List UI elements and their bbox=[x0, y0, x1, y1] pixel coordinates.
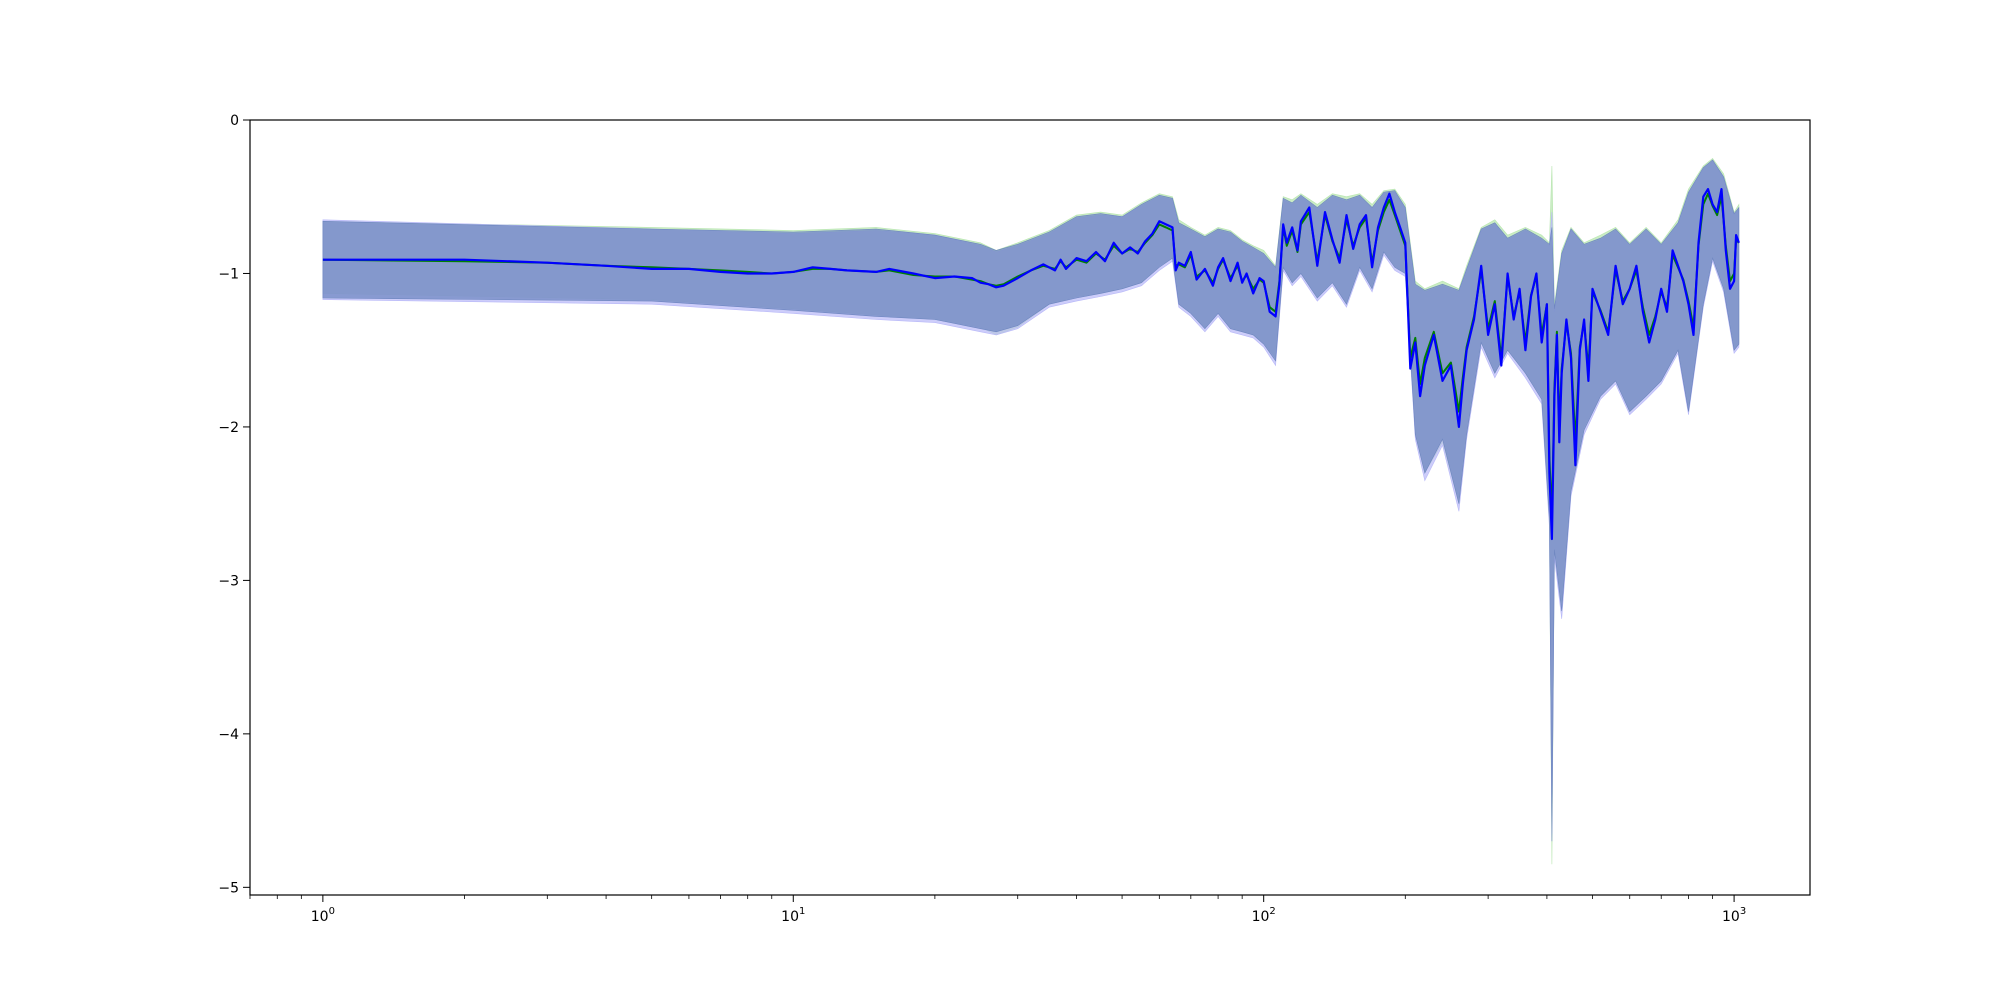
plot-frame bbox=[249, 119, 1811, 896]
x-tick-label: 103 bbox=[1722, 906, 1746, 925]
x-tick-label: 100 bbox=[311, 906, 335, 925]
x-tick-label: 101 bbox=[781, 906, 805, 925]
blue-series-line bbox=[322, 188, 1740, 541]
y-axis: 0 −1 −2 −3 −4 −5 bbox=[218, 113, 250, 896]
series-lines bbox=[322, 188, 1740, 541]
y-tick-label: −5 bbox=[218, 880, 239, 896]
y-tick-label: 0 bbox=[230, 113, 239, 129]
x-axis: 100 101 102 103 bbox=[249, 895, 1746, 925]
y-tick-label: −1 bbox=[218, 266, 239, 282]
confidence-bands bbox=[322, 157, 1740, 865]
y-tick-label: −2 bbox=[218, 420, 239, 436]
x-tick-label: 102 bbox=[1252, 906, 1276, 925]
y-tick-label: −3 bbox=[218, 573, 239, 589]
blue-confidence-band bbox=[322, 159, 1740, 842]
y-tick-label: −4 bbox=[218, 727, 239, 743]
